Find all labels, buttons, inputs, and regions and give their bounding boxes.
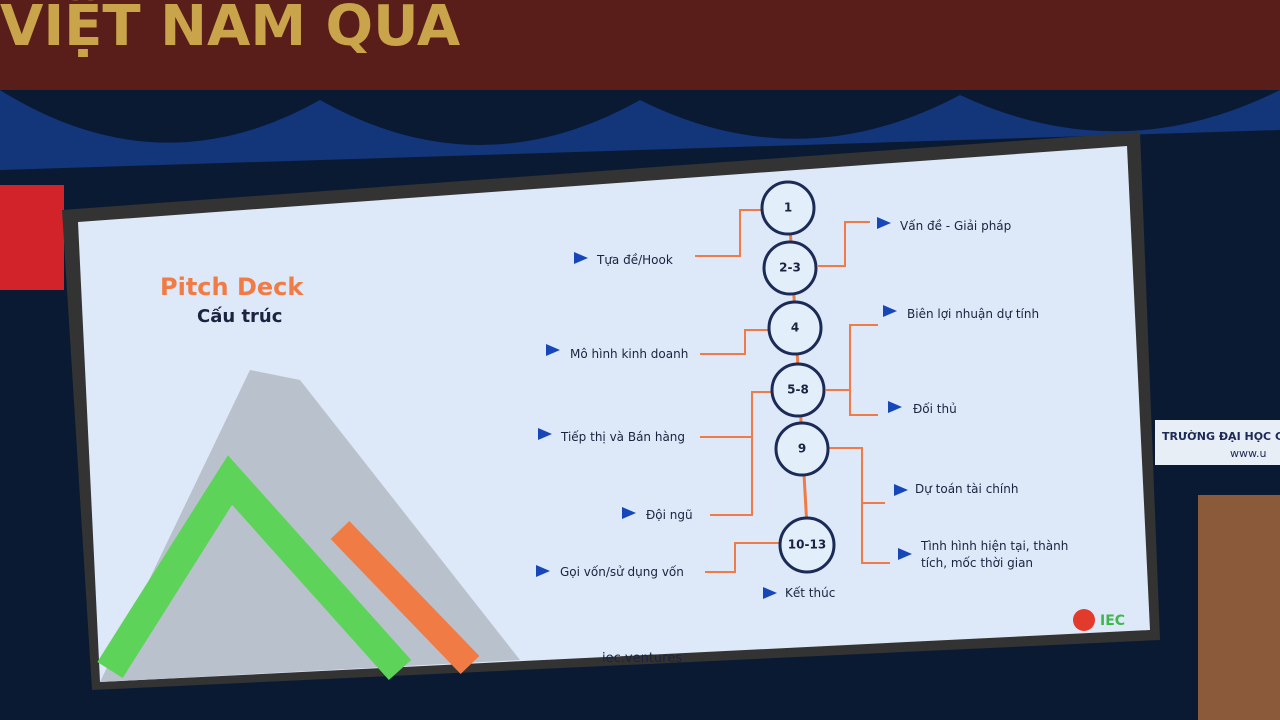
marker (574, 252, 588, 264)
sign (1155, 420, 1280, 465)
node (770, 362, 826, 418)
marker (538, 428, 552, 440)
podium (1198, 495, 1280, 720)
sign-line: www.u (1230, 447, 1266, 460)
node-label: 1 (784, 201, 792, 215)
slide-art (330, 520, 480, 675)
label: Đối thủ (913, 402, 957, 416)
node (762, 240, 818, 296)
node (767, 300, 823, 356)
slide-subtitle: Cấu trúc (197, 306, 282, 327)
label: tích, mốc thời gian (921, 556, 1033, 570)
marker (898, 548, 912, 560)
label: Kết thúc (785, 586, 835, 600)
connector (826, 324, 878, 416)
slide-art (97, 455, 412, 681)
marker (883, 305, 897, 317)
node (774, 421, 830, 477)
connector (829, 447, 890, 564)
label: Vấn đề - Giải pháp (900, 219, 1011, 233)
connector (695, 209, 761, 257)
node-label: 4 (791, 321, 799, 335)
node-label: 2-3 (779, 261, 801, 275)
flag (0, 185, 64, 290)
label: Gọi vốn/sử dụng vốn (560, 565, 684, 579)
banner-text: VIỆT NAM QUA (0, 0, 461, 59)
marker (622, 507, 636, 519)
label: Dự toán tài chính (915, 482, 1018, 496)
slide-title: Pitch Deck (160, 273, 304, 301)
marker (877, 217, 891, 229)
label: Tiếp thị và Bán hàng (560, 430, 685, 444)
sign-line: TRƯỜNG ĐẠI HỌC C (1162, 430, 1280, 443)
node (778, 516, 836, 574)
node (760, 180, 816, 236)
label: Biên lợi nhuận dự tính (907, 307, 1039, 321)
node-label: 5-8 (787, 383, 809, 397)
marker (888, 401, 902, 413)
footer: iec.ventures (602, 651, 682, 666)
logo-icon (1073, 609, 1095, 631)
node-label: 9 (798, 442, 806, 456)
marker (536, 565, 550, 577)
connector (705, 542, 780, 573)
banner (0, 0, 1280, 90)
connector (700, 329, 768, 355)
connector (700, 391, 771, 516)
marker (763, 587, 777, 599)
label: Đội ngũ (646, 508, 693, 522)
connector (818, 221, 870, 267)
label: Tình hình hiện tại, thành (920, 539, 1068, 553)
logo: IEC (1100, 613, 1125, 629)
marker (546, 344, 560, 356)
curtain (0, 90, 1280, 170)
marker (894, 484, 908, 496)
label: Tựa đề/Hook (596, 253, 673, 267)
label: Mô hình kinh doanh (570, 347, 688, 361)
node-label: 10-13 (788, 538, 826, 552)
